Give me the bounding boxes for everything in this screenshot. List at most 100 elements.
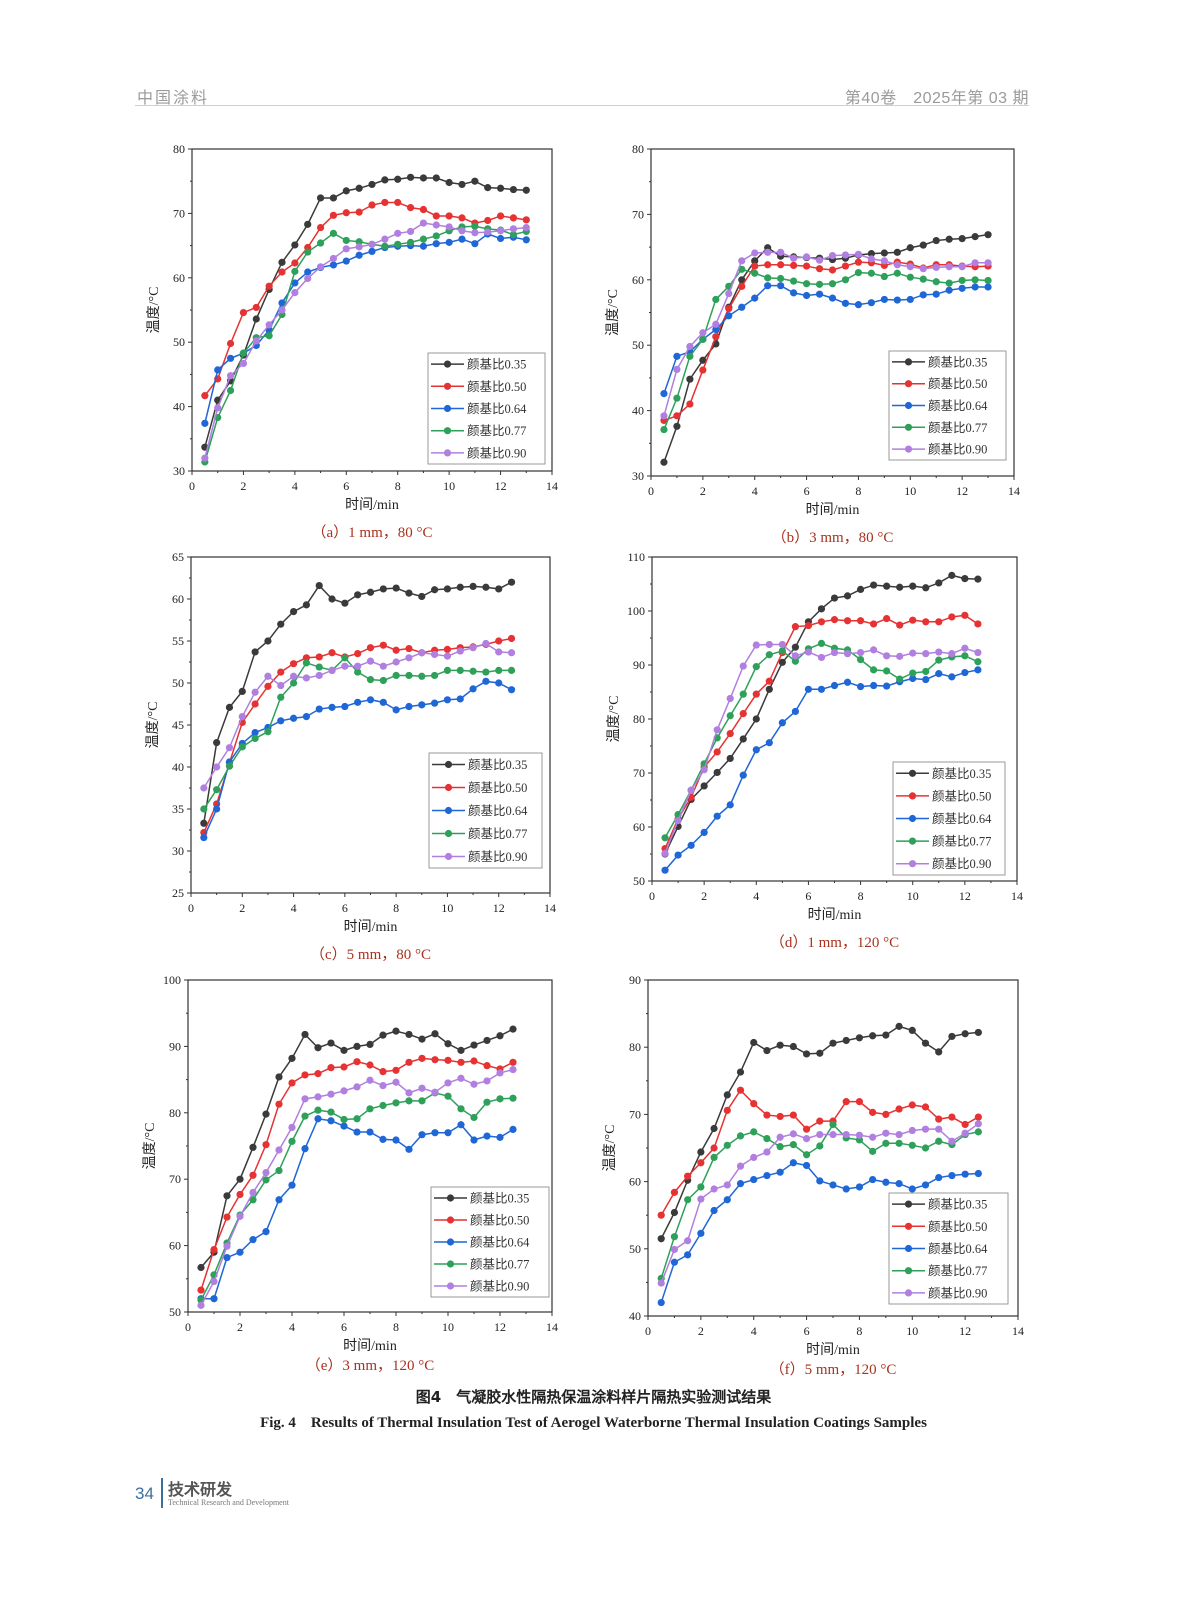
data-point	[893, 269, 901, 277]
y-tick-label: 90	[629, 973, 641, 987]
data-point	[278, 268, 286, 276]
data-point	[764, 274, 772, 282]
data-point	[841, 299, 850, 307]
legend-swatch-marker	[908, 860, 917, 868]
data-point	[777, 282, 785, 290]
data-point	[736, 1180, 745, 1188]
legend-entry: 颜基比0.50	[467, 379, 526, 394]
data-point	[817, 605, 826, 613]
data-point	[457, 1074, 465, 1082]
x-tick-label: 10	[441, 901, 453, 915]
y-tick-label: 90	[169, 1039, 181, 1053]
legend-entry: 颜基比0.77	[467, 423, 526, 438]
data-point	[469, 644, 477, 652]
data-point	[921, 1039, 930, 1047]
data-point	[379, 1068, 387, 1076]
data-point	[738, 303, 746, 311]
data-point	[686, 375, 694, 383]
data-point	[661, 866, 669, 874]
data-point	[431, 1088, 439, 1096]
x-tick-label: 2	[237, 1320, 243, 1334]
data-point	[418, 592, 426, 601]
data-point	[869, 1032, 877, 1040]
data-point	[251, 688, 259, 696]
y-tick-label: 30	[172, 844, 184, 858]
data-point	[304, 220, 312, 228]
data-point	[802, 1151, 811, 1159]
data-point	[201, 392, 209, 400]
data-point	[854, 301, 863, 309]
data-point	[431, 699, 439, 707]
data-point	[341, 702, 349, 711]
data-point	[713, 768, 721, 777]
subfigure-caption: （a）1 mm，80 °C	[312, 524, 433, 541]
data-point	[456, 647, 464, 655]
data-point	[697, 1148, 705, 1156]
data-point	[895, 1130, 903, 1139]
data-point	[509, 1066, 517, 1074]
data-point	[751, 257, 759, 265]
legend-swatch-marker	[904, 1289, 913, 1297]
data-point	[725, 312, 733, 320]
data-point	[828, 266, 837, 274]
data-point	[842, 1036, 850, 1045]
x-tick-label: 10	[907, 889, 919, 903]
data-point	[507, 649, 516, 657]
data-point	[275, 1166, 283, 1175]
data-point	[278, 306, 286, 314]
series-颜基比0.77	[200, 654, 516, 813]
data-point	[405, 589, 413, 597]
data-point	[289, 608, 298, 616]
data-point	[495, 679, 503, 687]
x-tick-label: 6	[804, 484, 810, 498]
data-point	[301, 1095, 309, 1103]
data-point	[482, 639, 490, 648]
data-point	[431, 671, 439, 680]
data-point	[935, 656, 943, 664]
chart-2: 0 2 4 6 8 10 12 14 25 30 35 40 45 50 55 60 65 时间/min 温度/°C…	[145, 550, 556, 963]
data-point	[456, 666, 464, 675]
data-point	[673, 352, 681, 360]
data-point	[895, 1180, 903, 1188]
y-tick-label: 60	[169, 1239, 181, 1253]
legend-entry: 颜基比0.90	[467, 445, 526, 460]
data-point	[764, 282, 772, 290]
data-point	[752, 663, 760, 671]
data-point	[948, 1032, 956, 1041]
data-point	[842, 1130, 850, 1139]
data-point	[509, 1058, 517, 1066]
data-point	[353, 1083, 361, 1091]
legend-entry: 颜基比0.64	[928, 1241, 988, 1256]
data-point	[418, 1084, 426, 1092]
data-point	[935, 1137, 943, 1145]
data-point	[366, 1061, 374, 1069]
x-tick-label: 4	[289, 1320, 295, 1334]
y-tick-label: 50	[629, 1242, 641, 1256]
data-point	[789, 1141, 797, 1149]
data-point	[405, 1089, 413, 1097]
legend-swatch-marker	[446, 1216, 455, 1224]
data-point	[751, 269, 759, 277]
y-tick-label: 100	[627, 604, 645, 618]
data-point	[262, 1176, 270, 1184]
data-point	[776, 1133, 784, 1141]
data-point	[265, 282, 273, 290]
data-point	[971, 233, 979, 241]
data-point	[509, 214, 518, 222]
y-tick-label: 70	[169, 1172, 181, 1186]
data-point	[443, 666, 452, 675]
chart-4: 0 2 4 6 8 10 12 14 50 60 70 80 90 100 时间/min 温度/°C （e）3 …	[142, 973, 558, 1374]
data-point	[841, 251, 850, 259]
data-point	[366, 1040, 374, 1049]
data-point	[750, 1128, 758, 1136]
data-point	[291, 259, 299, 267]
data-point	[922, 650, 930, 658]
legend-swatch-marker	[443, 404, 452, 413]
data-point	[739, 710, 747, 718]
x-tick-label: 14	[1011, 889, 1023, 903]
y-tick-label: 110	[627, 550, 645, 564]
data-point	[661, 849, 669, 858]
data-point	[432, 174, 440, 182]
data-point	[948, 613, 956, 621]
